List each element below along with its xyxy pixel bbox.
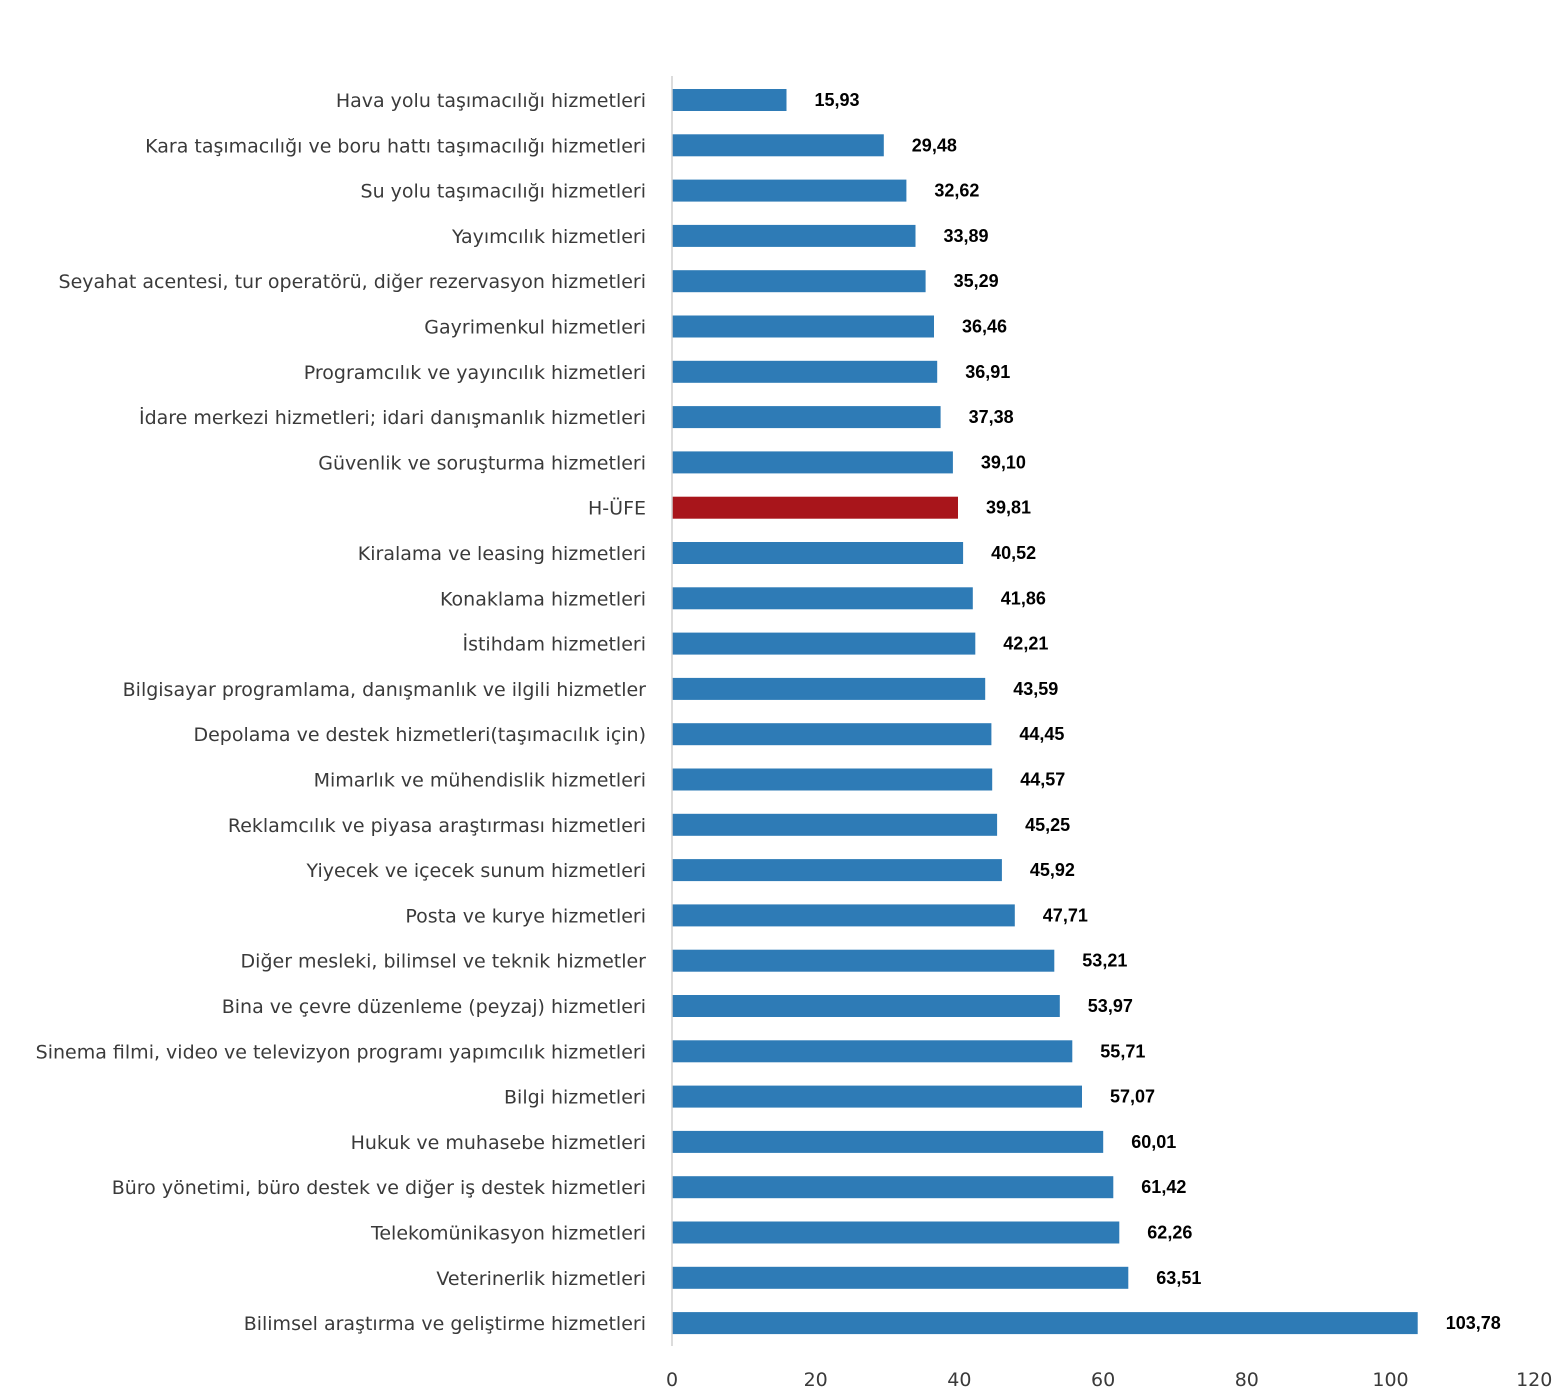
value-label-bilgisayar-programlama-danismanlik-ve-ilgili-hizmetler: 43,59	[1013, 679, 1058, 699]
category-label-bilgisayar-programlama-danismanlik-ve-ilgili-hizmetler: Bilgisayar programlama, danışmanlık ve i…	[123, 679, 647, 701]
x-tick-label-60: 60	[1091, 1369, 1115, 1391]
category-label-istihdam-hizmetleri: İstihdam hizmetleri	[462, 633, 646, 656]
category-label-telekomunikasyon-hizmetleri: Telekomünikasyon hizmetleri	[370, 1223, 646, 1245]
bar-hava-yolu-tasimaciligi-hizmetleri	[672, 89, 787, 111]
value-label-buro-yonetimi-buro-destek-ve-diger-is-destek-hizmetleri: 61,42	[1141, 1177, 1186, 1197]
value-label-telekomunikasyon-hizmetleri: 62,26	[1147, 1223, 1192, 1243]
bar-guvenlik-ve-sorusturma-hizmetleri	[672, 451, 953, 474]
category-label-diger-mesleki-bilimsel-ve-teknik-hizmetler: Diğer mesleki, bilimsel ve teknik hizmet…	[241, 951, 647, 973]
x-tick-label-0: 0	[666, 1369, 678, 1391]
value-label-seyahat-acentesi-tur-operatoru-diger-rezervasyon-hizmetleri: 35,29	[954, 271, 999, 291]
value-label-istihdam-hizmetleri: 42,21	[1003, 634, 1048, 654]
category-label-buro-yonetimi-buro-destek-ve-diger-is-destek-hizmetleri: Büro yönetimi, büro destek ve diğer iş d…	[112, 1177, 646, 1199]
value-label-yiyecek-ve-icecek-sunum-hizmetleri: 45,92	[1030, 860, 1075, 880]
bar-yiyecek-ve-icecek-sunum-hizmetleri	[672, 859, 1002, 882]
bar-bilimsel-arastirma-ve-gelistirme-hizmetleri	[672, 1312, 1418, 1335]
category-label-hukuk-ve-muhasebe-hizmetleri: Hukuk ve muhasebe hizmetleri	[351, 1132, 646, 1154]
value-label-gayrimenkul-hizmetleri: 36,46	[962, 317, 1007, 337]
value-label-kara-tasimaciligi-ve-boru-hatti-tasimaciligi-hizmetleri: 29,48	[912, 135, 957, 155]
value-label-programcilik-ve-yayincilik-hizmetleri: 36,91	[965, 362, 1010, 382]
category-label-kiralama-ve-leasing-hizmetleri: Kiralama ve leasing hizmetleri	[358, 543, 646, 565]
category-label-yiyecek-ve-icecek-sunum-hizmetleri: Yiyecek ve içecek sunum hizmetleri	[306, 860, 646, 882]
bar-hukuk-ve-muhasebe-hizmetleri	[672, 1130, 1104, 1153]
category-label-h-ufe: H-ÜFE	[588, 497, 646, 520]
category-label-mimarlik-ve-muhendislik-hizmetleri: Mimarlık ve mühendislik hizmetleri	[314, 770, 646, 792]
bar-gayrimenkul-hizmetleri	[672, 315, 934, 338]
category-label-yayimcilik-hizmetleri: Yayımcılık hizmetleri	[451, 226, 646, 248]
bar-yayimcilik-hizmetleri	[672, 224, 916, 247]
category-label-programcilik-ve-yayincilik-hizmetleri: Programcılık ve yayıncılık hizmetleri	[304, 362, 646, 384]
value-label-diger-mesleki-bilimsel-ve-teknik-hizmetler: 53,21	[1082, 951, 1127, 971]
bar-sinema-filmi-video-ve-televizyon-programi-yapimcilik-hizmetleri	[672, 1040, 1073, 1063]
category-label-su-yolu-tasimaciligi-hizmetleri: Su yolu taşımacılığı hizmetleri	[361, 181, 646, 203]
bar-bilgi-hizmetleri	[672, 1085, 1082, 1108]
x-tick-label-80: 80	[1235, 1369, 1259, 1391]
bars-group	[672, 89, 1418, 1335]
category-label-reklamcilik-ve-piyasa-arastirmasi-hizmetleri: Reklamcılık ve piyasa araştırması hizmet…	[228, 815, 646, 837]
value-label-veterinerlik-hizmetleri: 63,51	[1156, 1268, 1201, 1288]
bar-reklamcilik-ve-piyasa-arastirmasi-hizmetleri	[672, 813, 998, 836]
category-label-bilimsel-arastirma-ve-gelistirme-hizmetleri: Bilimsel araştırma ve geliştirme hizmetl…	[244, 1313, 646, 1335]
bar-istihdam-hizmetleri	[672, 632, 976, 655]
value-label-posta-ve-kurye-hizmetleri: 47,71	[1043, 905, 1088, 925]
bar-kiralama-ve-leasing-hizmetleri	[672, 542, 964, 564]
x-tick-label-100: 100	[1372, 1369, 1408, 1391]
value-label-bilgi-hizmetleri: 57,07	[1110, 1087, 1155, 1107]
category-label-seyahat-acentesi-tur-operatoru-diger-rezervasyon-hizmetleri: Seyahat acentesi, tur operatörü, diğer r…	[59, 271, 646, 293]
category-label-konaklama-hizmetleri: Konaklama hizmetleri	[440, 588, 646, 610]
value-label-bilimsel-arastirma-ve-gelistirme-hizmetleri: 103,78	[1446, 1313, 1501, 1333]
bar-telekomunikasyon-hizmetleri	[672, 1221, 1120, 1244]
category-label-veterinerlik-hizmetleri: Veterinerlik hizmetleri	[436, 1268, 646, 1290]
category-label-gayrimenkul-hizmetleri: Gayrimenkul hizmetleri	[424, 317, 646, 339]
bar-diger-mesleki-bilimsel-ve-teknik-hizmetler	[672, 949, 1055, 972]
value-label-reklamcilik-ve-piyasa-arastirmasi-hizmetleri: 45,25	[1025, 815, 1070, 835]
x-tick-label-20: 20	[804, 1369, 828, 1391]
value-label-idare-merkezi-hizmetleri-idari-danismanlik-hizmetleri: 37,38	[969, 407, 1014, 427]
value-label-h-ufe: 39,81	[986, 498, 1031, 518]
bar-h-ufe	[672, 496, 958, 519]
category-label-kara-tasimaciligi-ve-boru-hatti-tasimaciligi-hizmetleri: Kara taşımacılığı ve boru hattı taşımacı…	[145, 135, 646, 157]
value-label-mimarlik-ve-muhendislik-hizmetleri: 44,57	[1020, 770, 1065, 790]
category-label-idare-merkezi-hizmetleri-idari-danismanlik-hizmetleri: İdare merkezi hizmetleri; idari danışman…	[139, 406, 646, 429]
bar-mimarlik-ve-muhendislik-hizmetleri	[672, 768, 993, 791]
bar-kara-tasimaciligi-ve-boru-hatti-tasimaciligi-hizmetleri	[672, 134, 884, 157]
value-label-bina-ve-cevre-duzenleme-peyzaj-hizmetleri: 53,97	[1088, 996, 1133, 1016]
bar-depolama-ve-destek-hizmetleri-tasimacilik-icin	[672, 723, 992, 746]
category-label-posta-ve-kurye-hizmetleri: Posta ve kurye hizmetleri	[405, 905, 646, 927]
category-label-guvenlik-ve-sorusturma-hizmetleri: Güvenlik ve soruşturma hizmetleri	[318, 452, 646, 474]
value-label-depolama-ve-destek-hizmetleri-tasimacilik-icin: 44,45	[1019, 724, 1064, 744]
value-label-kiralama-ve-leasing-hizmetleri: 40,52	[991, 543, 1036, 563]
bar-programcilik-ve-yayincilik-hizmetleri	[672, 360, 938, 383]
bar-idare-merkezi-hizmetleri-idari-danismanlik-hizmetleri	[672, 406, 941, 429]
x-tick-labels-group: 0 20 40 60 80 100 120	[666, 1369, 1552, 1391]
category-label-hava-yolu-tasimaciligi-hizmetleri: Hava yolu taşımacılığı hizmetleri	[336, 90, 646, 112]
x-tick-label-120: 120	[1516, 1369, 1552, 1391]
bar-bina-ve-cevre-duzenleme-peyzaj-hizmetleri	[672, 995, 1060, 1017]
bar-bilgisayar-programlama-danismanlik-ve-ilgili-hizmetler	[672, 677, 986, 700]
value-label-su-yolu-tasimaciligi-hizmetleri: 32,62	[934, 181, 979, 201]
value-label-konaklama-hizmetleri: 41,86	[1001, 588, 1046, 608]
category-label-sinema-filmi-video-ve-televizyon-programi-yapimcilik-hizmetleri: Sinema filmi, video ve televizyon progra…	[36, 1041, 646, 1063]
x-tick-label-40: 40	[947, 1369, 971, 1391]
bar-veterinerlik-hizmetleri	[672, 1266, 1129, 1289]
bar-su-yolu-tasimaciligi-hizmetleri	[672, 179, 907, 202]
category-labels-group: Hava yolu taşımacılığı hizmetleri Kara ta…	[36, 90, 647, 1335]
bar-buro-yonetimi-buro-destek-ve-diger-is-destek-hizmetleri	[672, 1176, 1114, 1199]
value-label-guvenlik-ve-sorusturma-hizmetleri: 39,10	[981, 452, 1026, 472]
category-label-bina-ve-cevre-duzenleme-peyzaj-hizmetleri: Bina ve çevre düzenleme (peyzaj) hizmetl…	[222, 996, 646, 1018]
bar-seyahat-acentesi-tur-operatoru-diger-rezervasyon-hizmetleri	[672, 270, 926, 293]
value-label-yayimcilik-hizmetleri: 33,89	[944, 226, 989, 246]
bar-posta-ve-kurye-hizmetleri	[672, 904, 1015, 927]
value-label-hukuk-ve-muhasebe-hizmetleri: 60,01	[1131, 1132, 1176, 1152]
value-labels-group: 15,93 29,48 32,62 33,89 35,29 36,46 36,91 37,38…	[815, 90, 1501, 1333]
value-label-hava-yolu-tasimaciligi-hizmetleri: 15,93	[815, 90, 860, 110]
bar-konaklama-hizmetleri	[672, 587, 973, 610]
value-label-sinema-filmi-video-ve-televizyon-programi-yapimcilik-hizmetleri: 55,71	[1100, 1041, 1145, 1061]
category-label-depolama-ve-destek-hizmetleri-tasimacilik-icin: Depolama ve destek hizmetleri(taşımacılı…	[193, 724, 646, 746]
category-label-bilgi-hizmetleri: Bilgi hizmetleri	[504, 1087, 646, 1109]
